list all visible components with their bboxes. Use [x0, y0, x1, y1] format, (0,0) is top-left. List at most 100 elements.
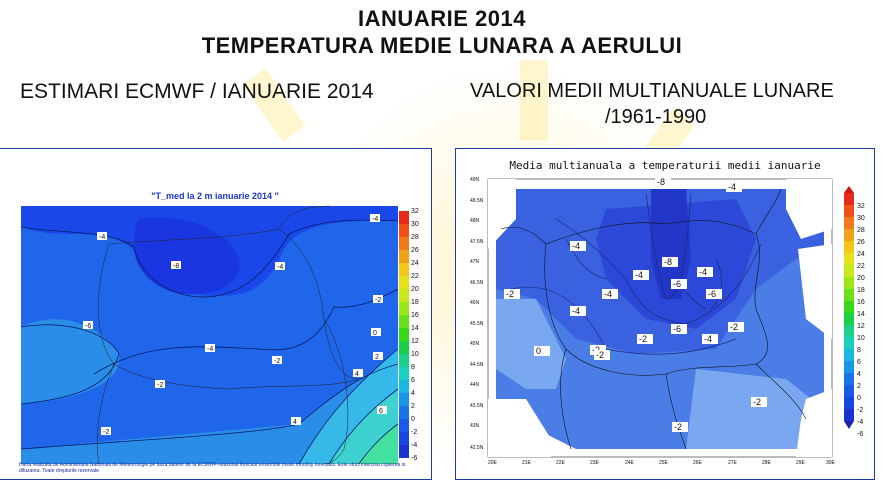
contour-label: -2: [596, 350, 604, 360]
contour-label: -4: [704, 334, 712, 344]
svg-text:8: 8: [411, 364, 415, 371]
svg-text:24: 24: [411, 260, 419, 267]
svg-text:28: 28: [857, 227, 865, 234]
svg-text:0: 0: [411, 416, 415, 423]
svg-text:0: 0: [857, 395, 861, 402]
contour-label: -2: [506, 289, 514, 299]
contour-label: 4: [293, 419, 297, 426]
contour-label: -2: [730, 322, 738, 332]
svg-text:4: 4: [411, 390, 415, 397]
page-title-line1: IANUARIE 2014: [358, 6, 526, 31]
svg-text:-4: -4: [411, 442, 417, 449]
right-map-graphic: -8 -4 -4 -8 -4 -4 -6 -6 -4 -2 -4 -2 -6 -…: [470, 177, 865, 466]
contour-label: -4: [572, 241, 580, 251]
svg-text:22E: 22E: [556, 460, 566, 466]
map-region-pale-west: [496, 299, 566, 389]
svg-text:22: 22: [857, 263, 865, 270]
svg-text:43N: 43N: [470, 423, 480, 429]
right-colorbar: 32 30 28 26 24 22 20 18 16 14 12 10 8 6 …: [844, 186, 865, 438]
svg-text:26E: 26E: [693, 460, 703, 466]
contour-label: -6: [85, 323, 91, 330]
svg-text:6: 6: [411, 377, 415, 384]
svg-text:12: 12: [411, 338, 419, 345]
svg-text:25E: 25E: [659, 460, 669, 466]
svg-text:20E: 20E: [488, 460, 498, 466]
svg-text:-6: -6: [857, 431, 863, 438]
svg-text:12: 12: [857, 323, 865, 330]
contour-label: -6: [708, 289, 716, 299]
map-region-deepest: [134, 217, 240, 295]
svg-text:14: 14: [411, 325, 419, 332]
contour-label: -2: [103, 429, 109, 436]
left-colorbar: 32 30 28 26 24 22 20 18 16 14 12 10 8 6 …: [399, 208, 419, 462]
svg-text:6: 6: [857, 359, 861, 366]
svg-text:29E: 29E: [796, 460, 806, 466]
right-map-panel: Media multianuala a temperaturii medii i…: [455, 148, 875, 480]
contour-label: -6: [673, 324, 681, 334]
svg-text:22: 22: [411, 273, 419, 280]
svg-text:14: 14: [857, 311, 865, 318]
svg-text:46N: 46N: [470, 300, 480, 306]
svg-text:-6: -6: [411, 455, 417, 462]
contour-label: -4: [572, 306, 580, 316]
svg-text:20: 20: [411, 286, 419, 293]
svg-text:47.5N: 47.5N: [470, 239, 484, 245]
svg-text:30E: 30E: [826, 460, 836, 466]
contour-label: 0: [373, 330, 377, 337]
svg-text:30: 30: [857, 215, 865, 222]
contour-label: -4: [277, 264, 283, 271]
svg-text:28: 28: [411, 234, 419, 241]
svg-text:18: 18: [411, 299, 419, 306]
svg-text:16: 16: [411, 312, 419, 319]
contour-label: -4: [99, 234, 105, 241]
svg-text:44N: 44N: [470, 382, 480, 388]
left-map-credit: Harta realizata de Administratia Nationa…: [19, 462, 406, 474]
contour-label: 4: [355, 371, 359, 378]
contour-label: 0: [536, 346, 541, 356]
svg-text:26: 26: [411, 247, 419, 254]
svg-text:48.5N: 48.5N: [470, 198, 484, 204]
svg-text:24E: 24E: [625, 460, 635, 466]
svg-text:32: 32: [411, 208, 419, 215]
svg-text:46.5N: 46.5N: [470, 280, 484, 286]
svg-text:-2: -2: [411, 429, 417, 436]
svg-text:42.5N: 42.5N: [470, 445, 484, 451]
contour-label: -4: [604, 289, 612, 299]
left-map-panel: "T_med la 2 m ianuarie 2014 ": [0, 148, 432, 480]
contour-label: -4: [372, 216, 378, 223]
svg-text:21E: 21E: [522, 460, 532, 466]
right-map-title: Media multianuala a temperaturii medii i…: [509, 159, 821, 172]
lat-axis: 49N 48.5N 48N 47.5N 47N 46.5N 46N 45.5N …: [470, 177, 484, 451]
svg-text:23E: 23E: [590, 460, 600, 466]
svg-text:28E: 28E: [762, 460, 772, 466]
svg-text:30: 30: [411, 221, 419, 228]
lon-axis: 20E 21E 22E 23E 24E 25E 26E 27E 28E 29E …: [488, 460, 836, 466]
contour-label: -8: [664, 257, 672, 267]
svg-text:16: 16: [857, 299, 865, 306]
contour-label: -2: [753, 397, 761, 407]
svg-text:48N: 48N: [470, 218, 480, 224]
map-region-green: [359, 424, 398, 464]
contour-label: -2: [639, 334, 647, 344]
right-subtitle-line1: VALORI MEDII MULTIANUALE LUNARE: [470, 80, 834, 102]
svg-text:24: 24: [857, 251, 865, 258]
svg-text:2: 2: [411, 403, 415, 410]
svg-text:47N: 47N: [470, 259, 480, 265]
map-region-pale-south: [686, 369, 824, 449]
svg-text:45.5N: 45.5N: [470, 321, 484, 327]
contour-label: 2: [375, 354, 379, 361]
svg-text:32: 32: [857, 203, 865, 210]
contour-label: -2: [274, 358, 280, 365]
svg-text:4: 4: [857, 371, 861, 378]
left-subtitle: ESTIMARI ECMWF / IANUARIE 2014: [20, 80, 374, 103]
svg-text:-4: -4: [857, 419, 863, 426]
page-title-line2: TEMPERATURA MEDIE LUNARA A AERULUI: [201, 33, 683, 58]
svg-text:10: 10: [857, 335, 865, 342]
svg-text:18: 18: [857, 287, 865, 294]
contour-label: -2: [375, 297, 381, 304]
map-region-mid2: [21, 206, 398, 429]
svg-text:45N: 45N: [470, 341, 480, 347]
right-subtitle: VALORI MEDII MULTIANUALE LUNARE /1961-19…: [470, 78, 850, 130]
svg-text:49N: 49N: [470, 177, 480, 183]
contour-label: -4: [699, 267, 707, 277]
